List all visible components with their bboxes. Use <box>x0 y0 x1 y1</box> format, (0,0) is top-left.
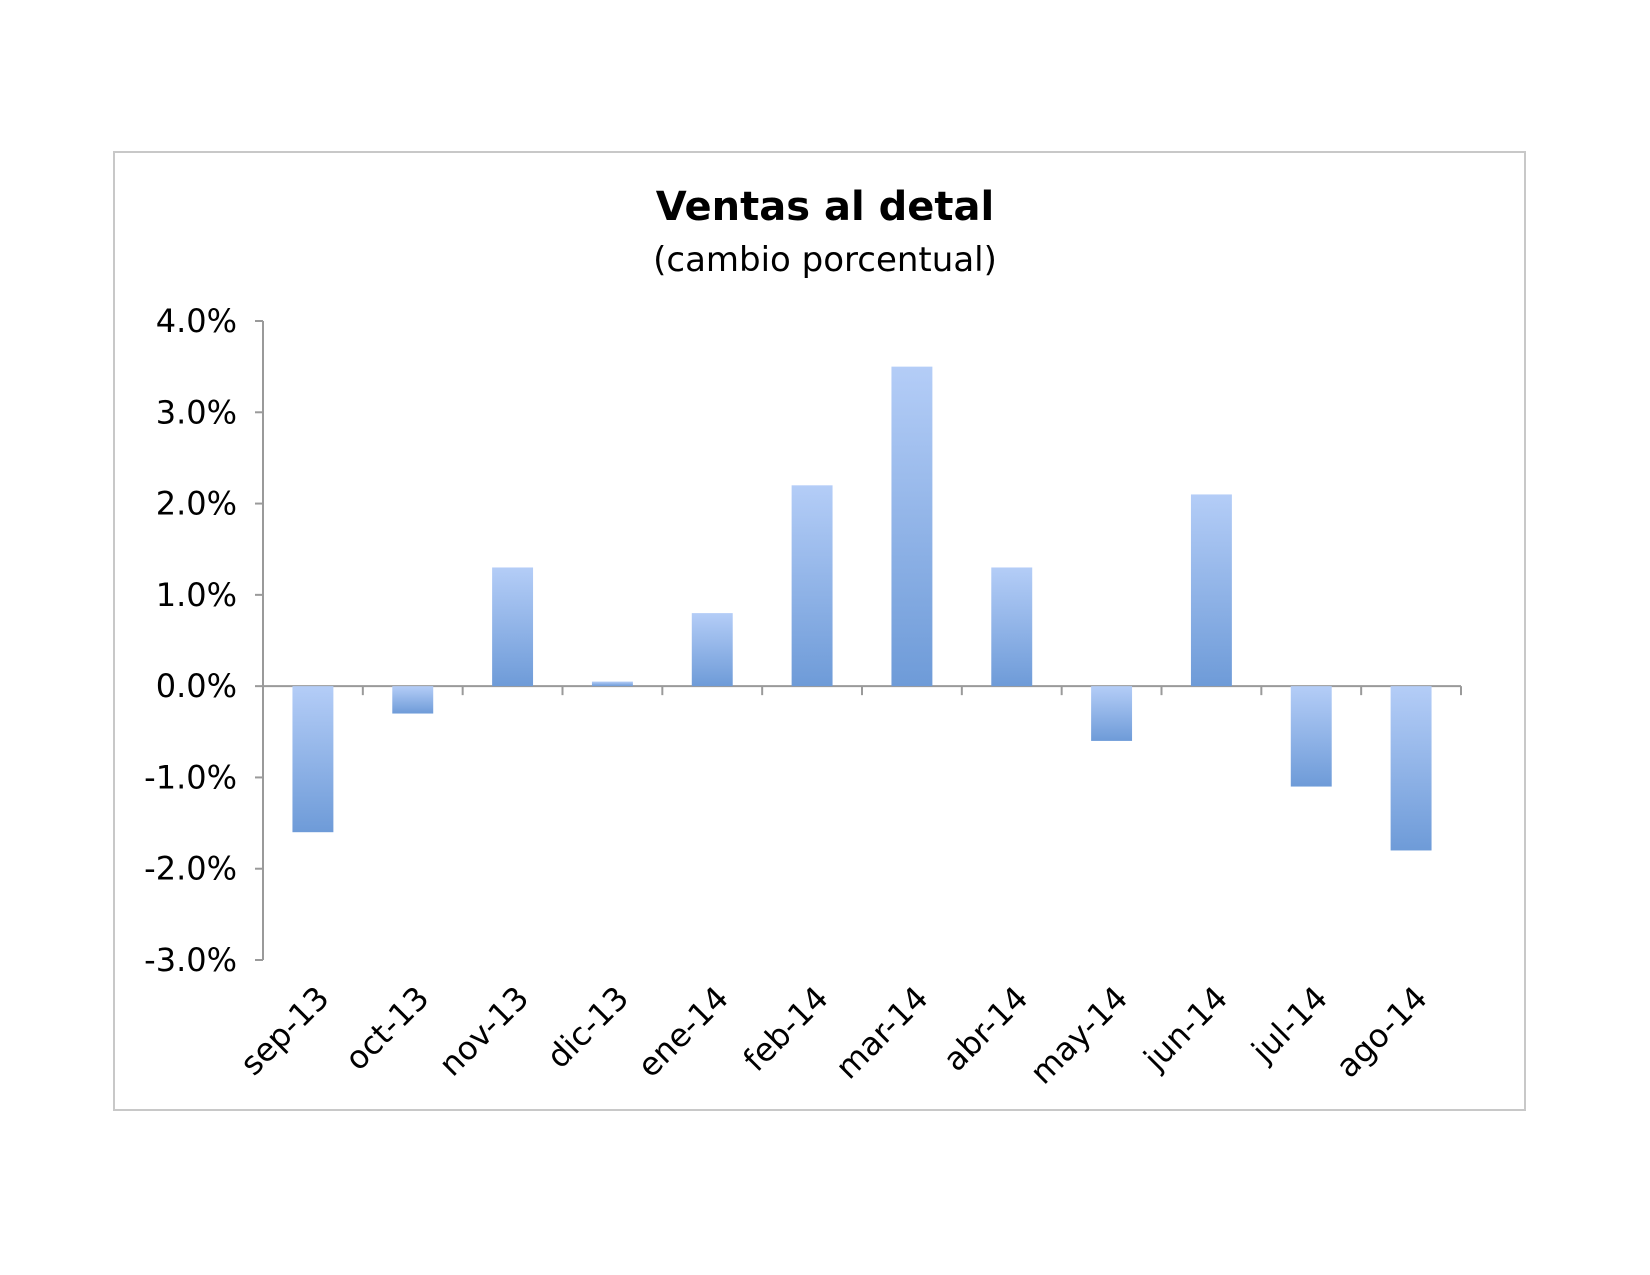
bar-jun-14 <box>1190 494 1232 687</box>
bar-ene-14 <box>691 613 733 687</box>
x-category-label: jul-14 <box>1243 979 1334 1070</box>
x-category-label: jun-14 <box>1136 979 1236 1079</box>
bar-may-14 <box>1091 686 1133 741</box>
bar-nov-13 <box>492 567 534 687</box>
x-category-label: sep-13 <box>233 979 337 1083</box>
x-category-label: may-14 <box>1023 979 1136 1092</box>
bar-jul-14 <box>1290 686 1332 787</box>
y-tick-label: 2.0% <box>156 485 237 523</box>
chart: Ventas al detal (cambio porcentual) 4.0%… <box>144 184 1462 1092</box>
bar-abr-14 <box>991 567 1033 687</box>
y-tick-label: -3.0% <box>144 941 237 979</box>
chart-title: Ventas al detal <box>656 184 994 230</box>
bar-ago-14 <box>1390 686 1432 851</box>
bar-feb-14 <box>791 485 833 687</box>
y-tick-label: 3.0% <box>156 393 237 431</box>
chart-subtitle: (cambio porcentual) <box>653 240 997 280</box>
y-tick-label: 0.0% <box>156 667 237 705</box>
x-category-label: mar-14 <box>828 979 936 1087</box>
x-category-label: oct-13 <box>337 979 436 1078</box>
bar-dic-13 <box>591 681 633 687</box>
y-tick-label: 4.0% <box>156 302 237 340</box>
x-category-label: dic-13 <box>539 979 636 1076</box>
y-tick-label: -2.0% <box>144 850 237 888</box>
x-category-label: abr-14 <box>935 979 1035 1079</box>
y-tick-labels: 4.0% 3.0% 2.0% 1.0% 0.0% -1.0% -2.0% -3.0% <box>144 302 237 979</box>
bar-oct-13 <box>392 686 434 714</box>
y-tick-label: 1.0% <box>156 576 237 614</box>
x-category-label: feb-14 <box>736 979 836 1079</box>
x-category-label: ago-14 <box>1328 979 1434 1085</box>
axes <box>255 320 1462 961</box>
x-category-label: ene-14 <box>630 979 736 1085</box>
bar-sep-13 <box>292 686 334 833</box>
y-tick-label: -1.0% <box>144 758 237 796</box>
bars <box>292 366 1432 851</box>
x-category-label: nov-13 <box>431 979 536 1084</box>
chart-frame: Ventas al detal (cambio porcentual) 4.0%… <box>113 151 1526 1111</box>
bar-mar-14 <box>891 366 933 687</box>
